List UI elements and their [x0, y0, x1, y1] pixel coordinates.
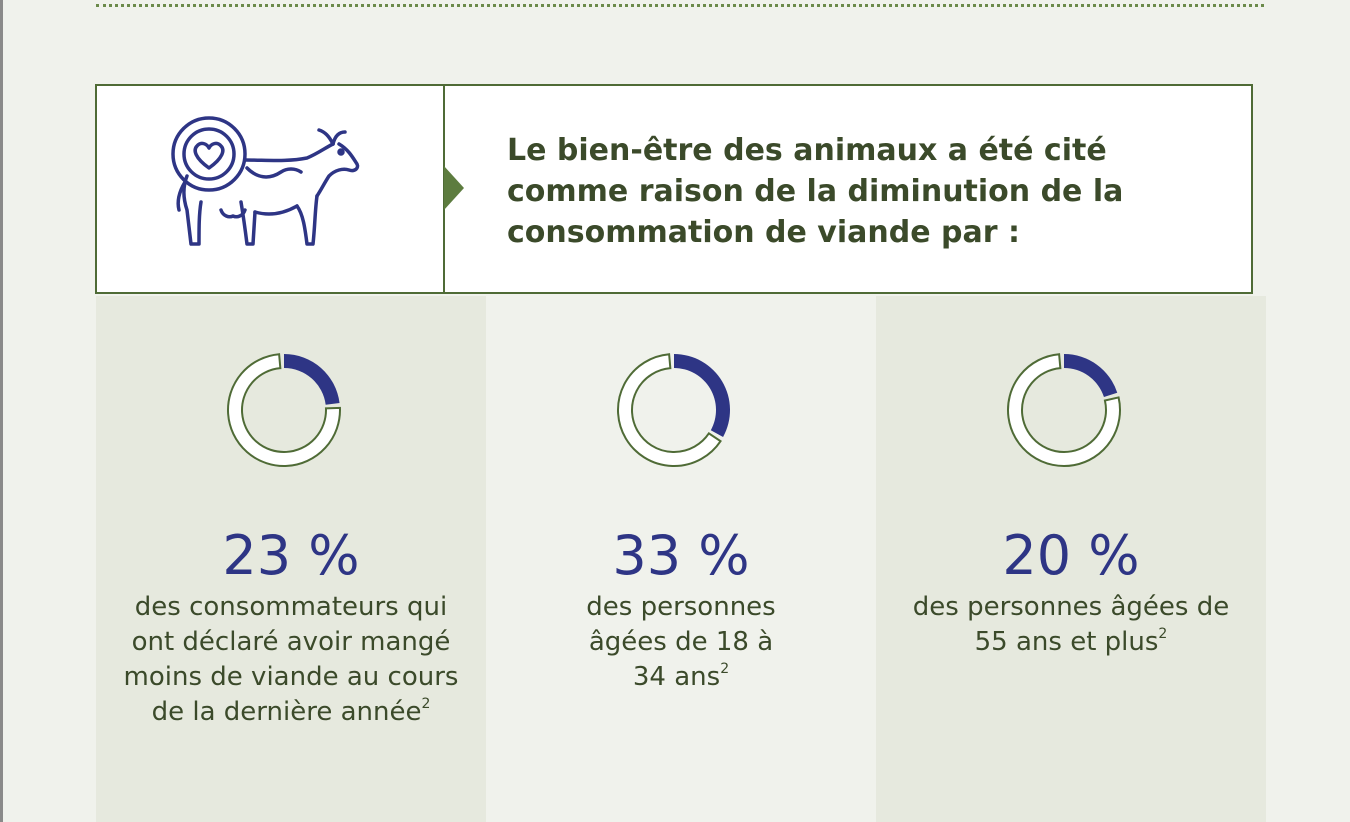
headline: Le bien-être des animaux a été cité comm…: [507, 133, 1124, 250]
stat-description-3: des personnes âgées de 55 ans et plus2: [876, 590, 1266, 660]
donut-value-arc-2: [674, 354, 730, 437]
donut-value-arc-3: [1064, 354, 1118, 398]
stat-description-text-2: des personnes âgées de 18 à 34 ans: [586, 592, 776, 692]
donut-remainder-1: [227, 353, 341, 467]
footnote-marker-3: 2: [1158, 626, 1168, 643]
stat-description-text-1: des consommateurs qui ont déclaré avoir …: [123, 592, 459, 727]
stat-value-1: 23 %: [222, 524, 360, 587]
donut-value-arc-1: [284, 354, 340, 405]
stat-panel-3: 20 % des personnes âgées de 55 ans et pl…: [876, 296, 1266, 822]
stat-description-text-3: des personnes âgées de 55 ans et plus: [912, 592, 1230, 657]
donut-remainder-3: [1007, 353, 1121, 467]
stat-panel-1: 23 % des consommateurs qui ont déclaré a…: [96, 296, 486, 822]
donut-chart-1: [227, 353, 341, 467]
stat-value-2: 33 %: [612, 524, 750, 587]
page-frame-edge: [0, 0, 3, 822]
footnote-marker-1: 2: [421, 696, 431, 713]
footnote-marker-2: 2: [720, 661, 730, 678]
stat-panel-2: 33 % des personnes âgées de 18 à 34 ans2: [486, 296, 876, 822]
header-arrow: [444, 166, 464, 210]
donut-remainder-2: [617, 353, 722, 467]
cow-heart-icon: [171, 116, 360, 246]
stat-description-2: des personnes âgées de 18 à 34 ans2: [486, 590, 876, 695]
stat-description-1: des consommateurs qui ont déclaré avoir …: [96, 590, 486, 730]
donut-chart-2: [617, 353, 730, 467]
header-box: Le bien-être des animaux a été cité comm…: [95, 84, 1253, 294]
dotted-divider: [96, 0, 1264, 7]
donut-chart-3: [1007, 353, 1121, 467]
stat-value-3: 20 %: [1002, 524, 1140, 587]
icon-cell: [97, 86, 445, 292]
